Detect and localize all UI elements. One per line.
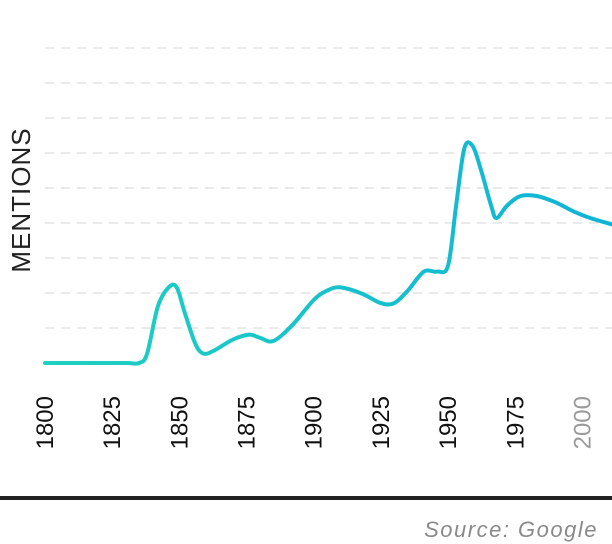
gridlines: [45, 47, 612, 329]
x-tick-label: 1975: [502, 396, 529, 449]
x-tick-label: 1925: [368, 396, 395, 449]
x-tick-label: 1825: [99, 396, 126, 449]
x-tick-label: 1850: [166, 396, 193, 449]
x-tick-label: 2000: [569, 396, 596, 449]
x-tick-label: 1900: [301, 396, 328, 449]
source-note: Source: Google: [424, 517, 598, 542]
y-axis-label: MENTIONS: [6, 127, 36, 272]
x-tick-label: 1875: [234, 396, 261, 449]
x-axis-ticks: 1800 1825 1850 1875 1900 1925 1950 1975 2000: [32, 396, 596, 449]
x-tick-label: 1950: [435, 396, 462, 449]
mentions-series-line: [43, 140, 612, 366]
x-tick-label: 1800: [32, 396, 59, 449]
